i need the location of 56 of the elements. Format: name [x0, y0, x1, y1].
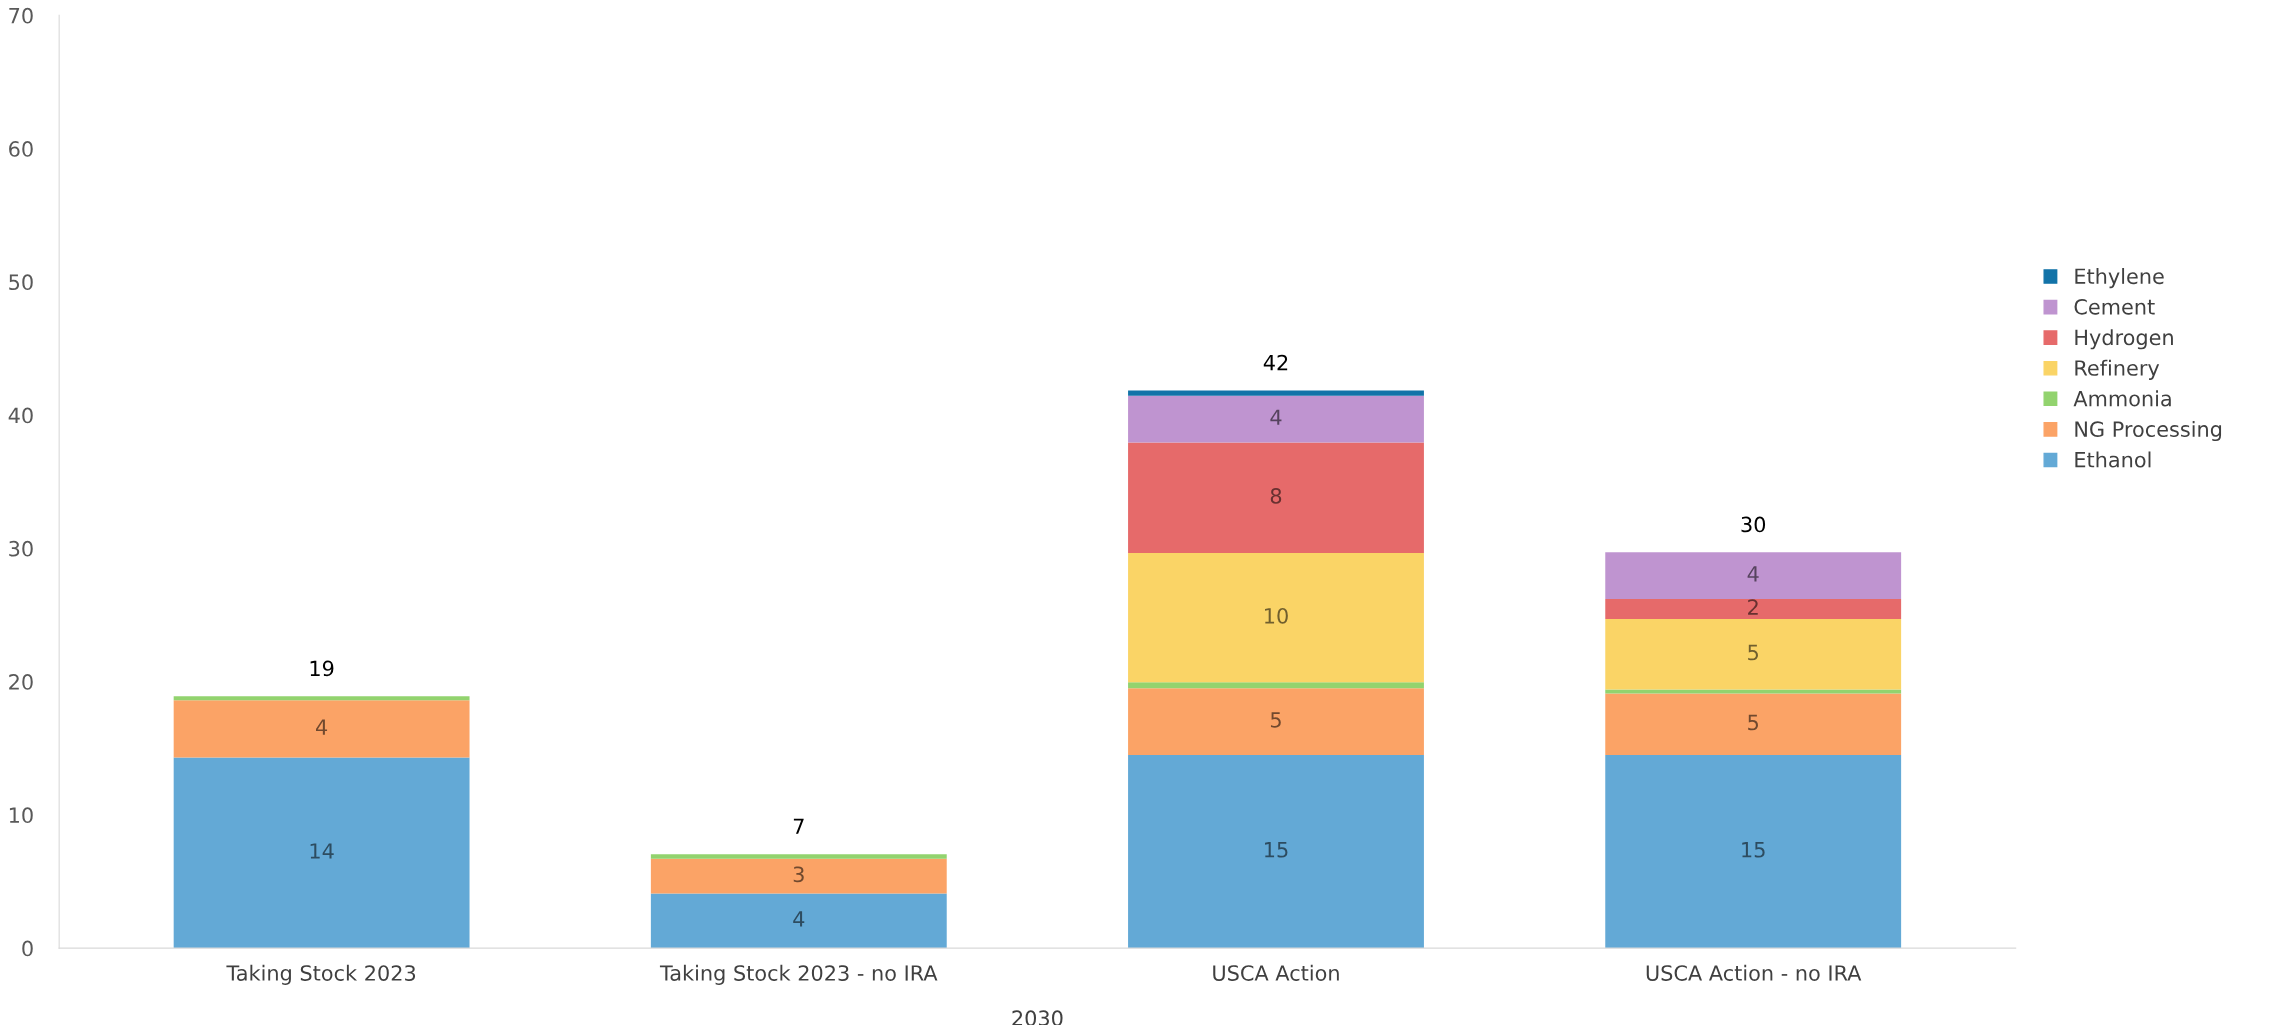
- data-label: 14: [310, 843, 334, 859]
- bar: [1128, 442, 1424, 554]
- bar: [1128, 390, 1424, 396]
- data-label: 4: [1270, 409, 1282, 425]
- bar: [1128, 553, 1424, 683]
- y-tick-label: 0: [22, 940, 33, 957]
- bar: [650, 854, 947, 859]
- y-tick-label: 20: [9, 674, 33, 690]
- data-label: 5: [1270, 712, 1281, 728]
- bar: [1605, 754, 1902, 949]
- data-label: 4: [793, 911, 805, 927]
- legend-label: NG Processing: [2075, 420, 2222, 442]
- x-tick-label: Taking Stock 2023 - no IRA: [659, 964, 938, 985]
- data-label: 3: [793, 866, 804, 883]
- legend-label: Hydrogen: [2075, 329, 2173, 350]
- data-label: 5: [1748, 714, 1758, 731]
- x-tick-label: Taking Stock 2023: [226, 964, 416, 985]
- legend-label: Cement: [2074, 298, 2155, 315]
- bar: [1605, 689, 1902, 694]
- data-label: 4: [1747, 566, 1759, 582]
- data-label: 2: [1748, 599, 1758, 615]
- total-label: 42: [1263, 354, 1288, 371]
- y-tick-label: 30: [9, 540, 33, 557]
- bar: [1605, 619, 1902, 690]
- legend-label: Ethanol: [2075, 451, 2151, 468]
- y-tick-label: 70: [9, 7, 33, 24]
- x-tick-label: USCA Action - no IRA: [1646, 964, 1862, 981]
- y-tick-label: 60: [9, 141, 33, 157]
- data-label: 4: [316, 719, 328, 735]
- bar: [1128, 754, 1424, 949]
- data-label: 15: [1265, 842, 1288, 858]
- total-label: 19: [310, 660, 334, 677]
- bar: [173, 700, 470, 758]
- bar: [1128, 682, 1424, 689]
- bar: [650, 893, 947, 949]
- legend-label: Refinery: [2075, 359, 2160, 380]
- total-label: 7: [793, 818, 804, 834]
- bar: [1605, 599, 1902, 619]
- bar: [1128, 395, 1424, 443]
- y-tick-label: 40: [8, 407, 33, 424]
- data-label: 5: [1748, 644, 1758, 661]
- legend-label: Ethylene: [2075, 268, 2164, 289]
- bar: [173, 696, 470, 701]
- total-label: 30: [1741, 516, 1766, 533]
- bar: [173, 757, 470, 949]
- bar: [1605, 552, 1902, 600]
- data-label: 8: [1270, 488, 1282, 504]
- data-label: 10: [1265, 607, 1288, 624]
- x-tick-label: USCA Action: [1213, 964, 1339, 981]
- data-label: 15: [1742, 842, 1765, 858]
- legend-label: Ammonia: [2073, 390, 2171, 407]
- y-tick-label: 10: [9, 807, 33, 824]
- y-tick-label: 50: [9, 274, 33, 291]
- bar: [1128, 688, 1424, 755]
- bar: [1605, 693, 1902, 755]
- bar: [650, 858, 947, 894]
